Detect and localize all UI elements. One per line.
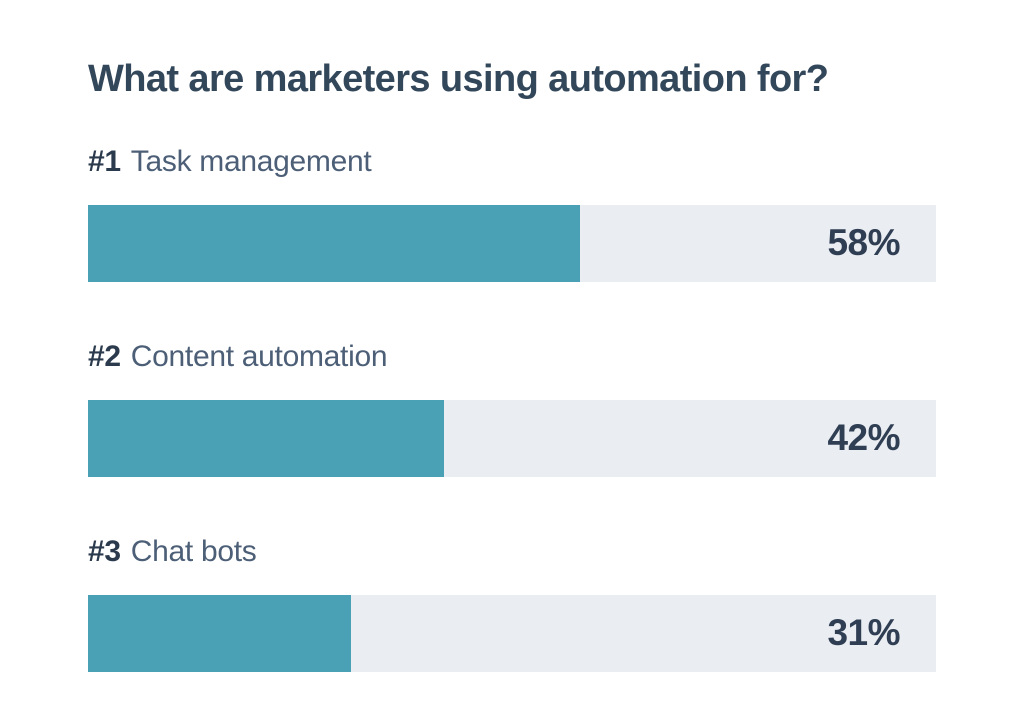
- bar-label: #1 Task management: [88, 145, 936, 178]
- bar-label: #3 Chat bots: [88, 535, 936, 568]
- bar-fill: [88, 204, 580, 282]
- bar-track: 42%: [88, 399, 936, 477]
- category-label: Task management: [130, 144, 372, 178]
- rank-label: #3: [88, 534, 121, 568]
- bar-fill: [88, 594, 351, 672]
- rank-label: #2: [88, 339, 121, 373]
- chart-title: What are marketers using automation for?: [88, 58, 829, 100]
- bar-track: 58%: [88, 204, 936, 282]
- rank-label: #1: [88, 144, 121, 178]
- bar-group-content-automation: #2 Content automation 42%: [88, 340, 936, 477]
- category-label: Content automation: [130, 339, 388, 373]
- bar-fill: [88, 399, 445, 477]
- bar-group-task-management: #1 Task management 58%: [88, 145, 936, 282]
- bar-track: 31%: [88, 594, 936, 672]
- bar-label: #2 Content automation: [88, 340, 936, 373]
- bar-group-chat-bots: #3 Chat bots 31%: [88, 535, 936, 672]
- value-label: 42%: [827, 417, 900, 459]
- value-label: 58%: [827, 222, 900, 264]
- category-label: Chat bots: [130, 534, 257, 568]
- value-label: 31%: [827, 612, 900, 654]
